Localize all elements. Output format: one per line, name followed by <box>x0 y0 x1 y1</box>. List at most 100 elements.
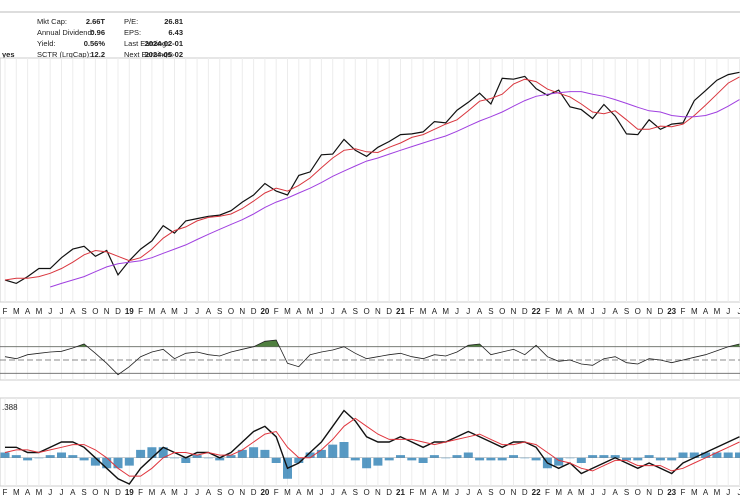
info-value: 26.81 <box>164 17 183 26</box>
x-tick-label: S <box>624 307 629 316</box>
histogram-bar <box>260 449 270 458</box>
x-tick-label: S <box>353 488 358 497</box>
x-tick-label: A <box>703 488 709 497</box>
histogram-bar <box>486 457 496 461</box>
histogram-bar <box>147 447 157 458</box>
x-tick-label: F <box>138 488 143 497</box>
info-label: Annual Dividend: <box>37 28 94 37</box>
histogram-bar <box>509 455 518 458</box>
x-tick-label: O <box>363 488 369 497</box>
x-tick-label: J <box>738 488 740 497</box>
histogram-bar <box>554 457 564 466</box>
info-label: P/E: <box>124 17 138 26</box>
histogram-bar <box>23 457 33 461</box>
x-tick-label: M <box>36 307 43 316</box>
x-tick-label: J <box>591 307 595 316</box>
x-tick-label: J <box>184 488 188 497</box>
histogram-bar <box>226 455 236 458</box>
x-tick-label: J <box>331 488 335 497</box>
info-value: 2.66T <box>86 17 106 26</box>
x-tick-label: D <box>658 307 664 316</box>
x-tick-label: D <box>658 488 664 497</box>
histogram-bar <box>203 457 213 459</box>
x-tick-label: F <box>3 488 8 497</box>
annotation: .388 <box>2 403 18 412</box>
x-tick-label: M <box>691 307 698 316</box>
x-tick-label: M <box>13 307 20 316</box>
info-label: Mkt Cap: <box>37 17 67 26</box>
oscillator-panel <box>0 317 740 381</box>
histogram-bar <box>610 455 620 458</box>
x-tick-label: 21 <box>396 307 405 316</box>
info-value: 0.56% <box>84 39 106 48</box>
x-tick-label: J <box>455 307 459 316</box>
x-tick-label: A <box>703 307 709 316</box>
x-tick-label: N <box>375 307 381 316</box>
histogram-bar <box>396 455 405 458</box>
x-tick-label: O <box>635 307 641 316</box>
histogram-bar <box>712 452 722 458</box>
x-tick-label: J <box>48 307 52 316</box>
x-tick-label: A <box>70 307 76 316</box>
x-tick-label: M <box>171 488 178 497</box>
x-tick-label: M <box>578 488 585 497</box>
histogram-bar <box>622 457 631 461</box>
histogram-bar <box>249 447 259 458</box>
x-tick-label: D <box>251 488 257 497</box>
x-tick-label: O <box>228 488 234 497</box>
x-tick-label: F <box>545 307 550 316</box>
info-label: Last Earnings: <box>124 39 172 48</box>
x-tick-label: 20 <box>260 488 269 497</box>
x-tick-label: M <box>284 307 291 316</box>
histogram-bar <box>588 455 598 458</box>
x-tick-label: N <box>104 307 110 316</box>
histogram-bar <box>192 455 202 458</box>
histogram-bar <box>181 457 191 463</box>
x-tick-label: M <box>307 488 314 497</box>
x-tick-label: A <box>25 307 31 316</box>
x-tick-label: O <box>92 488 98 497</box>
histogram-bar <box>0 452 10 458</box>
histogram-bar <box>735 452 740 458</box>
x-tick-label: F <box>545 488 550 497</box>
x-tick-label: J <box>195 488 199 497</box>
histogram-bar <box>407 457 417 461</box>
x-tick-label: O <box>228 307 234 316</box>
histogram-bar <box>294 457 304 463</box>
x-tick-label: M <box>149 307 156 316</box>
histogram-bar <box>689 452 699 458</box>
histogram-bar <box>520 457 530 459</box>
x-tick-label: A <box>296 307 302 316</box>
info-value: 6.43 <box>168 28 183 37</box>
x-tick-label: M <box>420 307 427 316</box>
x-tick-label: A <box>296 488 302 497</box>
histogram-bar <box>429 455 439 458</box>
histogram-bar <box>350 457 360 461</box>
histogram-bar <box>68 455 78 458</box>
histogram-bar <box>124 457 134 466</box>
x-tick-label: 20 <box>260 307 269 316</box>
x-tick-label: M <box>555 307 562 316</box>
x-tick-label: M <box>36 488 43 497</box>
x-tick-label: O <box>499 488 505 497</box>
x-tick-label: J <box>319 488 323 497</box>
x-tick-label: A <box>567 488 573 497</box>
x-tick-label: J <box>602 307 606 316</box>
x-tick-label: F <box>274 488 279 497</box>
x-tick-label: O <box>92 307 98 316</box>
histogram-bar <box>463 452 473 458</box>
x-tick-label: M <box>284 488 291 497</box>
histogram-bar <box>723 452 733 458</box>
x-tick-label: 23 <box>667 307 676 316</box>
info-value: 12.2 <box>90 50 105 59</box>
series-line <box>5 409 740 485</box>
histogram-bar <box>475 457 485 461</box>
histogram-bar <box>633 457 643 461</box>
histogram-bar <box>678 452 688 458</box>
x-tick-label: S <box>488 307 493 316</box>
histogram-bar <box>57 452 66 458</box>
x-tick-label: J <box>195 307 199 316</box>
x-tick-label: D <box>386 307 392 316</box>
x-tick-label: J <box>466 307 470 316</box>
